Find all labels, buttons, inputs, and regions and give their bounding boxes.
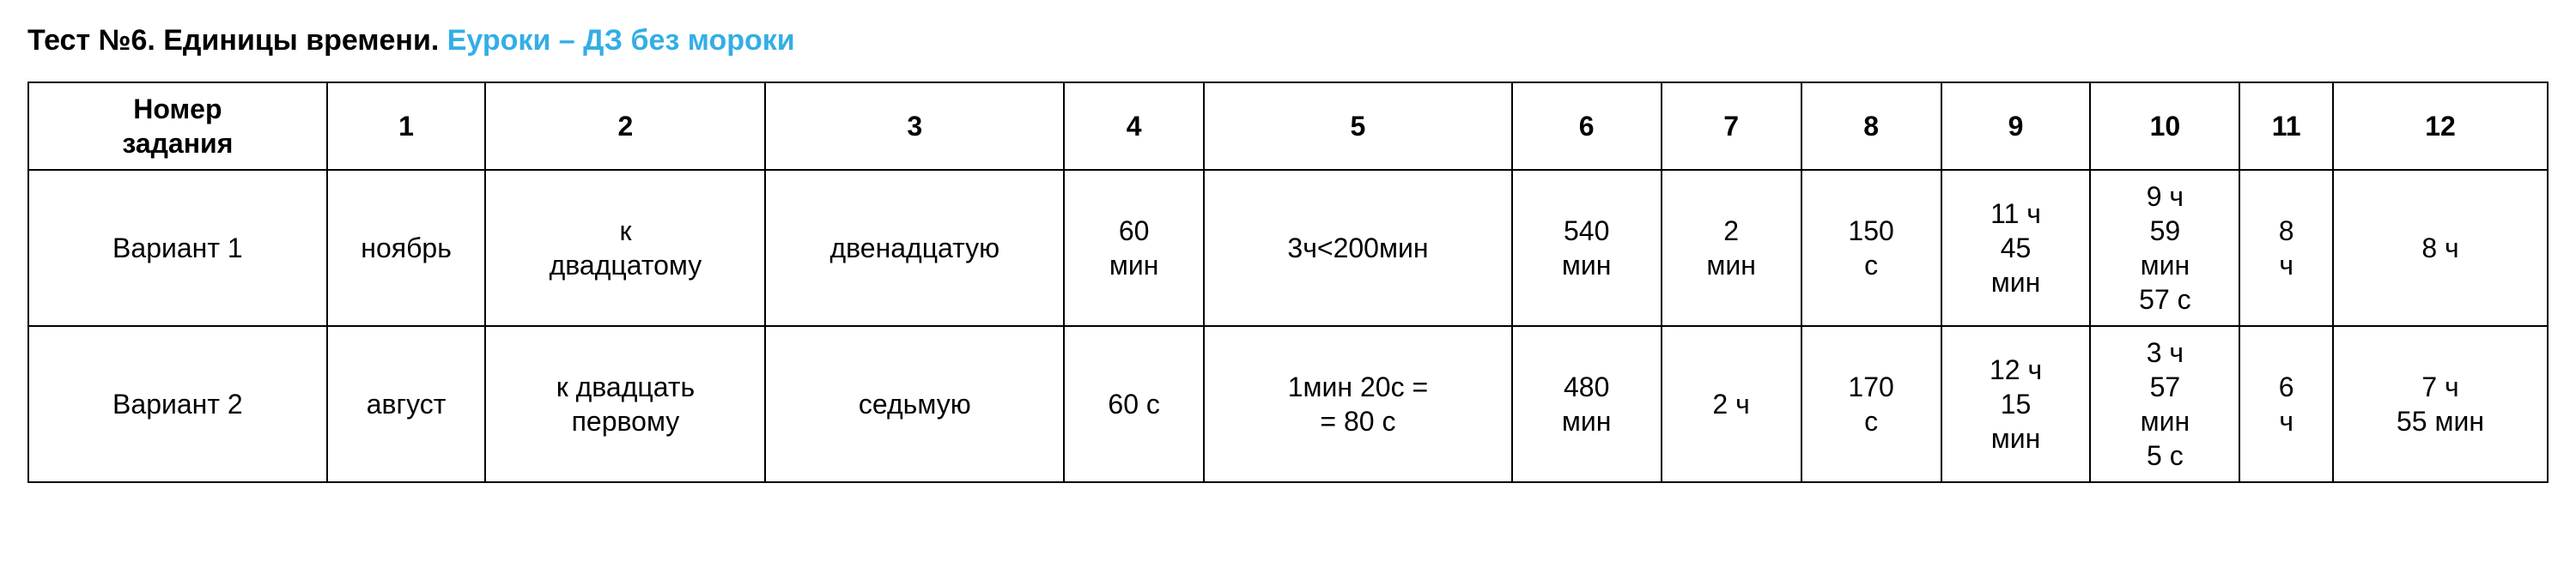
table-cell: кдвадцатому xyxy=(485,170,765,326)
table-cell: седьмую xyxy=(765,326,1064,482)
table-cell: 150с xyxy=(1801,170,1941,326)
table-header-cell: 6 xyxy=(1512,82,1662,170)
table-header-cell: 1 xyxy=(327,82,486,170)
table-cell: август xyxy=(327,326,486,482)
table-cell: 2мин xyxy=(1662,170,1801,326)
table-head: Номерзадания123456789101112 xyxy=(28,82,2548,170)
table-header-row: Номерзадания123456789101112 xyxy=(28,82,2548,170)
row-label: Вариант 1 xyxy=(28,170,327,326)
table-header-cell: Номерзадания xyxy=(28,82,327,170)
table-cell: 3ч<200мин xyxy=(1204,170,1512,326)
table-cell: 7 ч55 мин xyxy=(2333,326,2548,482)
table-cell: 60мин xyxy=(1064,170,1204,326)
table-header-cell: 8 xyxy=(1801,82,1941,170)
table-cell: 60 с xyxy=(1064,326,1204,482)
table-cell: 480мин xyxy=(1512,326,1662,482)
table-header-cell: 5 xyxy=(1204,82,1512,170)
table-cell: 11 ч45мин xyxy=(1941,170,2091,326)
table-cell: двенадцатую xyxy=(765,170,1064,326)
title-main: Тест №6. Единицы времени. xyxy=(27,24,447,57)
table-header-cell: 4 xyxy=(1064,82,1204,170)
table-cell: 2 ч xyxy=(1662,326,1801,482)
table-row: Вариант 2августк двадцатьпервомуседьмую6… xyxy=(28,326,2548,482)
table-cell: 6ч xyxy=(2239,326,2333,482)
page-title: Тест №6. Единицы времени. Еуроки – ДЗ бе… xyxy=(27,24,2549,57)
table-cell: 8ч xyxy=(2239,170,2333,326)
table-header-cell: 12 xyxy=(2333,82,2548,170)
table-cell: 1мин 20с == 80 с xyxy=(1204,326,1512,482)
table-header-cell: 3 xyxy=(765,82,1064,170)
table-header-cell: 2 xyxy=(485,82,765,170)
table-cell: к двадцатьпервому xyxy=(485,326,765,482)
table-cell: ноябрь xyxy=(327,170,486,326)
table-cell: 540мин xyxy=(1512,170,1662,326)
table-header-cell: 11 xyxy=(2239,82,2333,170)
table-cell: 3 ч57мин5 с xyxy=(2090,326,2239,482)
title-accent: Еуроки – ДЗ без мороки xyxy=(447,24,795,57)
table-header-cell: 7 xyxy=(1662,82,1801,170)
page-root: Тест №6. Единицы времени. Еуроки – ДЗ бе… xyxy=(0,0,2576,507)
table-header-cell: 9 xyxy=(1941,82,2091,170)
table-header-cell: 10 xyxy=(2090,82,2239,170)
table-row: Вариант 1ноябрькдвадцатомудвенадцатую60м… xyxy=(28,170,2548,326)
row-label: Вариант 2 xyxy=(28,326,327,482)
table-cell: 8 ч xyxy=(2333,170,2548,326)
table-cell: 9 ч59мин57 с xyxy=(2090,170,2239,326)
answer-table: Номерзадания123456789101112 Вариант 1ноя… xyxy=(27,82,2549,483)
table-cell: 12 ч15мин xyxy=(1941,326,2091,482)
table-cell: 170с xyxy=(1801,326,1941,482)
table-body: Вариант 1ноябрькдвадцатомудвенадцатую60м… xyxy=(28,170,2548,482)
